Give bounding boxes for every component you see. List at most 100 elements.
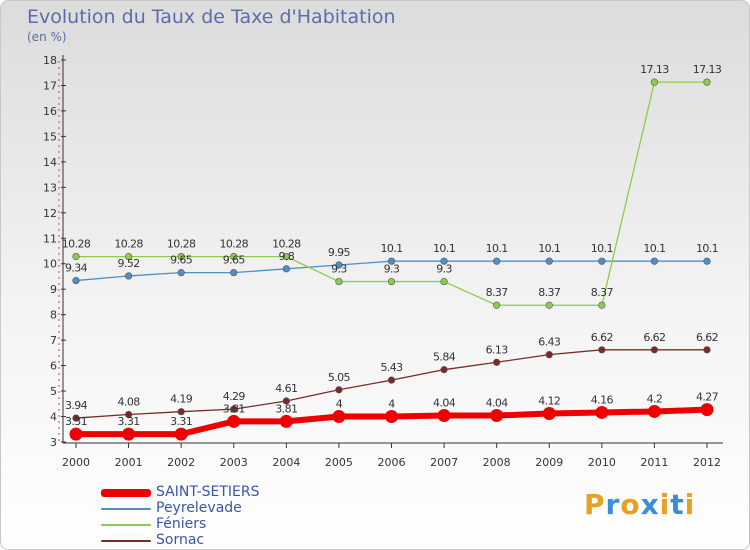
data-point: [177, 408, 185, 416]
x-tick-label: 2007: [430, 456, 458, 469]
data-label: 4.2: [647, 392, 663, 405]
data-point: [385, 410, 398, 424]
y-tick-label: 16: [43, 105, 57, 118]
data-label: 3.31: [118, 415, 140, 428]
data-point: [230, 405, 238, 413]
y-tick-label: 12: [43, 207, 57, 220]
data-label: 4.29: [223, 390, 246, 403]
x-tick-label: 2008: [483, 456, 511, 469]
data-point: [595, 405, 609, 419]
y-tick-label: 8: [50, 309, 57, 322]
x-tick-label: 2003: [220, 456, 248, 469]
data-point: [437, 409, 451, 423]
data-label: 10.1: [696, 242, 718, 255]
data-point: [335, 277, 343, 286]
data-point: [230, 253, 238, 261]
data-label: 9.8: [278, 250, 294, 263]
data-label: 10.1: [433, 242, 455, 255]
y-tick-label: 6: [50, 360, 57, 373]
data-point: [174, 427, 188, 441]
data-label: 4.08: [118, 395, 141, 408]
logo-letter: t: [670, 488, 685, 521]
data-point: [335, 386, 343, 394]
data-point: [647, 404, 661, 418]
data-point: [69, 427, 83, 441]
data-label: 8.37: [538, 286, 561, 299]
legend-swatch: [101, 540, 151, 542]
y-tick-label: 17: [43, 79, 57, 92]
data-label: 9.3: [384, 263, 400, 276]
data-point: [72, 253, 80, 261]
data-point: [177, 253, 185, 261]
y-tick-label: 7: [50, 334, 57, 347]
legend-swatch: [101, 508, 151, 510]
data-point: [703, 78, 711, 86]
logo-letter: r: [605, 488, 621, 521]
data-label: 4.04: [433, 397, 456, 410]
y-tick-label: 11: [43, 232, 57, 245]
x-tick-label: 2009: [535, 456, 563, 469]
data-label: 10.1: [538, 242, 560, 255]
y-tick-label: 18: [43, 54, 57, 67]
data-label: 10.28: [167, 238, 196, 251]
data-point: [282, 265, 290, 273]
data-point: [332, 410, 346, 424]
x-tick-label: 2004: [272, 456, 300, 469]
x-tick-label: 2001: [115, 456, 143, 469]
data-point: [542, 406, 556, 420]
data-label: 10.28: [272, 238, 301, 251]
data-point: [387, 376, 396, 384]
logo-letter: i: [684, 488, 696, 521]
x-tick-label: 2000: [62, 456, 90, 469]
y-tick-label: 15: [43, 130, 57, 143]
data-label: 9.65: [223, 254, 246, 267]
data-point: [650, 78, 659, 86]
data-point: [650, 346, 659, 354]
proxiti-logo: Proxiti: [584, 488, 695, 521]
data-label: 8.37: [486, 286, 509, 299]
data-label: 10.1: [380, 242, 402, 255]
data-point: [177, 269, 185, 277]
data-point: [230, 269, 238, 277]
data-label: 6.62: [643, 331, 665, 344]
data-point: [124, 410, 133, 419]
y-tick-label: 5: [50, 385, 57, 398]
data-label: 9.52: [118, 257, 140, 270]
data-label: 3.81: [275, 402, 297, 415]
data-point: [387, 257, 396, 265]
x-tick-label: 2006: [378, 456, 406, 469]
data-label: 4.16: [591, 393, 614, 406]
legend-label: Sornac: [156, 532, 205, 548]
data-point: [335, 261, 343, 269]
data-label: 10.28: [220, 238, 249, 251]
data-point: [703, 346, 711, 354]
chart-subtitle: (en %): [27, 30, 67, 44]
data-label: 3.94: [65, 399, 88, 412]
data-point: [493, 257, 501, 265]
data-point: [282, 397, 290, 405]
data-label: 3.81: [223, 402, 245, 415]
data-point: [700, 403, 714, 417]
data-label: 10.1: [643, 242, 665, 255]
data-label: 5.84: [433, 351, 456, 364]
x-tick-label: 2011: [640, 456, 668, 469]
data-label: 3.31: [170, 415, 192, 428]
logo-letter: P: [584, 488, 606, 521]
data-label: 9.3: [331, 263, 347, 276]
data-label: 10.1: [591, 242, 613, 255]
data-point: [122, 427, 136, 441]
data-point: [493, 358, 501, 366]
data-point: [440, 277, 448, 286]
logo-letter: i: [659, 488, 671, 521]
data-label: 9.3: [436, 263, 452, 276]
y-tick-label: 4: [50, 411, 57, 424]
data-point: [282, 253, 290, 261]
data-label: 4.27: [696, 391, 719, 404]
data-label: 4: [336, 398, 343, 411]
legend-swatch: [101, 489, 151, 497]
data-label: 10.28: [114, 238, 143, 251]
data-label: 4.12: [538, 394, 560, 407]
data-point: [650, 257, 659, 265]
y-tick-label: 3: [50, 436, 57, 449]
